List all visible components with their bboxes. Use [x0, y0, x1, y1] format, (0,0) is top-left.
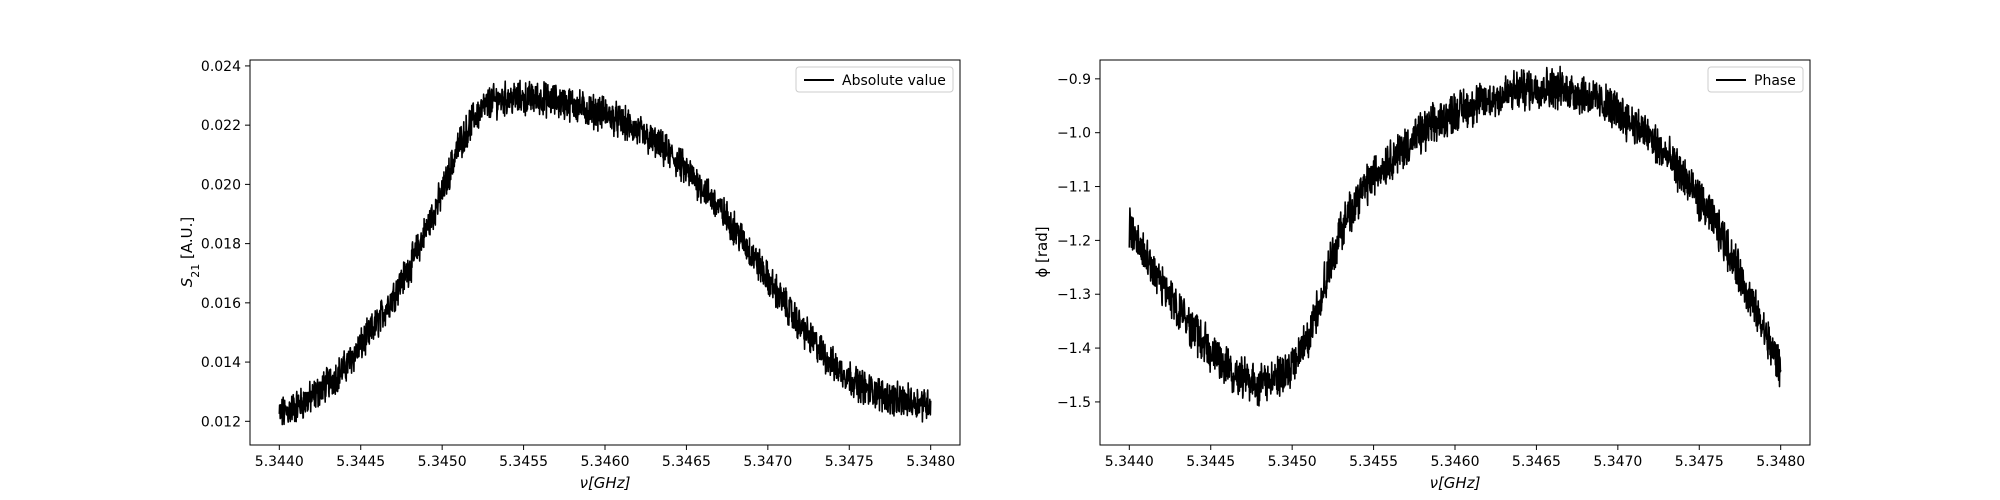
abs-value-y-tick-label: 0.018 — [201, 237, 241, 253]
abs-value-x-tick-label: 5.3470 — [743, 454, 792, 470]
abs-value-x-tick-label: 5.3465 — [662, 454, 711, 470]
phase-y-tick-label: −1.4 — [1057, 341, 1091, 357]
phase-x-tick-label: 5.3475 — [1675, 454, 1724, 470]
phase-legend-box — [1707, 66, 1804, 93]
phase-legend-label: Phase — [1754, 73, 1796, 89]
abs-value-y-tick-label: 0.020 — [201, 177, 241, 193]
phase-x-tick-label: 5.3450 — [1268, 454, 1317, 470]
phase-x-tick-label: 5.3445 — [1186, 454, 1235, 470]
abs-value-y-axis-label-sub: 21 — [189, 264, 202, 278]
abs-value-legend-label: Absolute value — [842, 73, 946, 89]
abs-value-y-tick-label: 0.022 — [201, 118, 241, 134]
abs-value-x-tick-label: 5.3450 — [418, 454, 467, 470]
phase-x-tick-label: 5.3465 — [1512, 454, 1561, 470]
abs-value-x-ticks: 5.3440 5.3445 5.3450 5.3455 5.3460 5.3465 5.34… — [255, 445, 955, 470]
phase-x-ticks: 5.3440 5.3445 5.3450 5.3455 5.3460 5.3465 5.34… — [1105, 445, 1805, 470]
abs-value-x-tick-label: 5.3455 — [499, 454, 548, 470]
phase-y-tick-label: −0.9 — [1057, 72, 1091, 88]
abs-value-legend: Absolute value — [795, 66, 954, 93]
phase-y-tick-label: −1.3 — [1057, 287, 1091, 303]
abs-value-y-axis-label-main: S — [178, 277, 196, 287]
phase-series-line — [1128, 65, 1782, 407]
abs-value-y-ticks: 0.012 0.014 0.016 0.018 0.020 0.022 0.024 — [201, 59, 250, 430]
phase-x-tick-label: 5.3480 — [1756, 454, 1805, 470]
phase-y-tick-label: −1.5 — [1057, 395, 1091, 411]
abs-value-y-axis-label: S21 [A.U.] — [178, 217, 202, 288]
abs-value-chart: 5.3440 5.3445 5.3450 5.3455 5.3460 5.3465 5.34… — [178, 59, 961, 492]
phase-x-axis-label: ν[GHz] — [1430, 474, 1481, 492]
abs-value-x-tick-label: 5.3480 — [906, 454, 955, 470]
phase-y-tick-label: −1.1 — [1057, 180, 1091, 196]
abs-value-x-tick-label: 5.3460 — [581, 454, 630, 470]
abs-value-x-axis-label: ν[GHz] — [580, 474, 631, 492]
phase-x-tick-label: 5.3470 — [1593, 454, 1642, 470]
phase-x-tick-label: 5.3460 — [1431, 454, 1480, 470]
phase-x-tick-label: 5.3440 — [1105, 454, 1154, 470]
phase-chart: 5.3440 5.3445 5.3450 5.3455 5.3460 5.3465 5.34… — [1033, 59, 1811, 492]
abs-value-legend-box — [795, 66, 954, 93]
abs-value-x-tick-label: 5.3475 — [825, 454, 874, 470]
abs-value-y-axis-label-unit: [A.U.] — [178, 217, 196, 264]
abs-value-x-tick-label: 5.3445 — [336, 454, 385, 470]
phase-legend: Phase — [1707, 66, 1804, 93]
abs-value-y-tick-label: 0.024 — [201, 59, 241, 75]
phase-y-tick-label: −1.2 — [1057, 233, 1091, 249]
phase-y-ticks: −1.5 −1.4 −1.3 −1.2 −1.1 −1.0 −0.9 — [1057, 72, 1100, 411]
phase-y-tick-label: −1.0 — [1057, 126, 1091, 142]
abs-value-y-tick-label: 0.012 — [201, 414, 241, 430]
abs-value-y-tick-label: 0.016 — [201, 296, 241, 312]
phase-x-tick-label: 5.3455 — [1349, 454, 1398, 470]
phase-y-axis-label: ϕ [rad] — [1033, 226, 1051, 277]
abs-value-x-tick-label: 5.3440 — [255, 454, 304, 470]
abs-value-series-line — [278, 79, 932, 426]
abs-value-y-tick-label: 0.014 — [201, 355, 241, 371]
